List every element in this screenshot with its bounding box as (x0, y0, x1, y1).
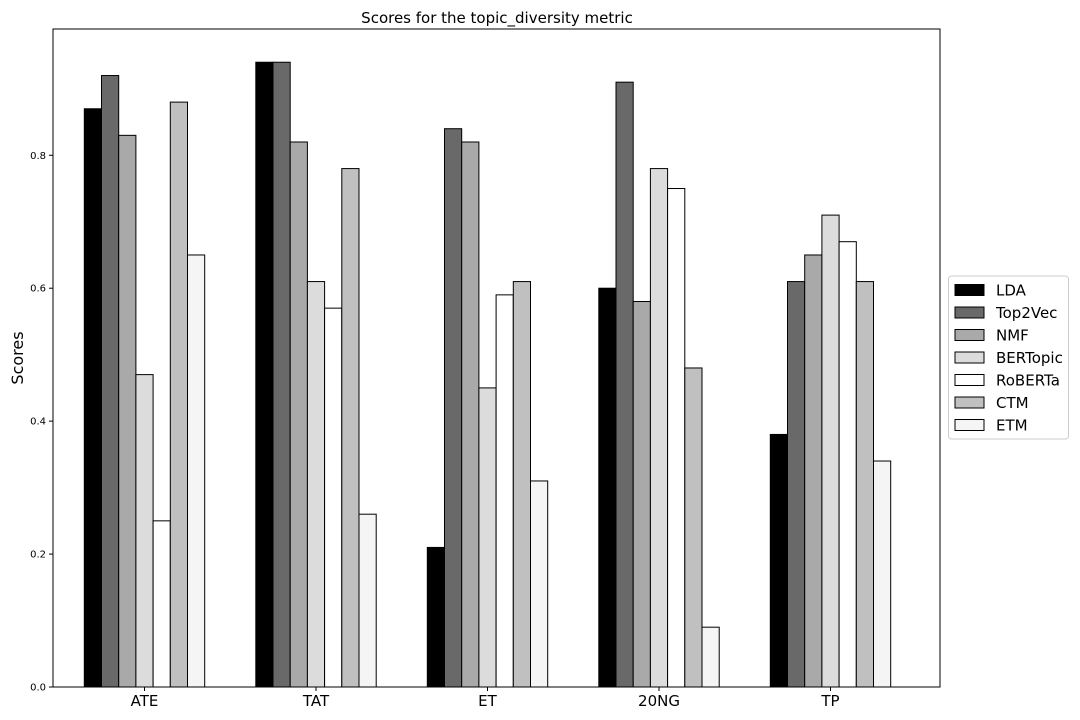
y-tick-label: 0.2 (30, 550, 46, 561)
x-tick-label: TAT (302, 692, 330, 710)
chart-title: Scores for the topic_diversity metric (361, 9, 633, 28)
legend-label-ctm: CTM (996, 394, 1029, 412)
bar-lda-et (426, 546, 445, 688)
legend: LDA Top2Vec NMF BERTopic RoBERTa CTM ETM (948, 275, 1069, 440)
x-tick-label: ET (478, 692, 497, 710)
bar-roberta-et (495, 294, 514, 688)
bar-roberta-tat (324, 307, 343, 688)
bar-ctm-ate (169, 101, 189, 688)
plot-frame (52, 28, 941, 688)
legend-swatch-lda (954, 284, 985, 296)
bar-nmf-tat (289, 141, 308, 688)
y-tick-label: 0.8 (30, 151, 46, 162)
bar-top2vec-tat (272, 61, 291, 688)
bar-etm-20ng (701, 626, 720, 688)
bar-nmf-ate (118, 134, 137, 688)
y-tick-label: 0.4 (30, 417, 46, 428)
y-axis: 0.0 0.2 0.4 0.6 0.8 (30, 151, 53, 694)
bar-etm-et (530, 480, 549, 688)
legend-swatch-bertopic (954, 351, 985, 364)
legend-label-nmf: NMF (996, 327, 1029, 345)
bar-roberta-ate (152, 520, 171, 688)
bar-etm-tp (873, 460, 892, 688)
bar-etm-ate (187, 254, 206, 688)
bars-group (83, 61, 892, 688)
bar-bertopic-20ng (649, 168, 669, 688)
y-axis-label: Scores (8, 331, 27, 384)
bar-nmf-tp (804, 254, 823, 688)
x-tick-label: TP (820, 692, 839, 710)
bar-ctm-tp (855, 281, 874, 688)
bar-lda-20ng (598, 287, 617, 688)
x-tick-label: ATE (131, 692, 159, 710)
x-tick-label: 20NG (638, 692, 680, 710)
bar-top2vec-20ng (615, 81, 634, 688)
bar-nmf-et (461, 141, 480, 688)
legend-swatch-ctm (954, 396, 985, 409)
legend-label-roberta: RoBERTa (996, 372, 1060, 390)
bar-ctm-et (512, 281, 531, 688)
bar-ctm-20ng (684, 367, 703, 688)
legend-label-top2vec: Top2Vec (995, 304, 1057, 322)
bar-bertopic-tp (821, 214, 840, 688)
bar-bertopic-ate (135, 374, 154, 688)
legend-label-bertopic: BERTopic (996, 349, 1063, 367)
bar-top2vec-et (444, 128, 463, 688)
bar-bertopic-et (478, 387, 497, 688)
legend-swatch-roberta (954, 374, 985, 386)
bar-top2vec-ate (101, 75, 120, 688)
bar-etm-tat (358, 513, 377, 688)
legend-swatch-nmf (954, 329, 985, 341)
y-tick-label: 0.0 (30, 683, 46, 694)
bar-lda-tp (769, 433, 788, 688)
legend-label-etm: ETM (996, 417, 1028, 435)
bar-nmf-20ng (632, 301, 651, 688)
x-axis: ATE TAT ET 20NG TP (131, 687, 840, 710)
bar-lda-ate (83, 108, 103, 688)
bar-roberta-tp (838, 241, 857, 688)
bar-ctm-tat (341, 168, 360, 688)
bar-lda-tat (255, 61, 274, 688)
legend-label-lda: LDA (996, 282, 1027, 300)
legend-swatch-top2vec (954, 306, 985, 319)
bar-bertopic-tat (306, 281, 326, 688)
y-tick-label: 0.6 (30, 284, 46, 295)
legend-swatch-etm (954, 419, 985, 431)
bar-roberta-20ng (667, 188, 686, 688)
bar-top2vec-tp (787, 281, 806, 688)
